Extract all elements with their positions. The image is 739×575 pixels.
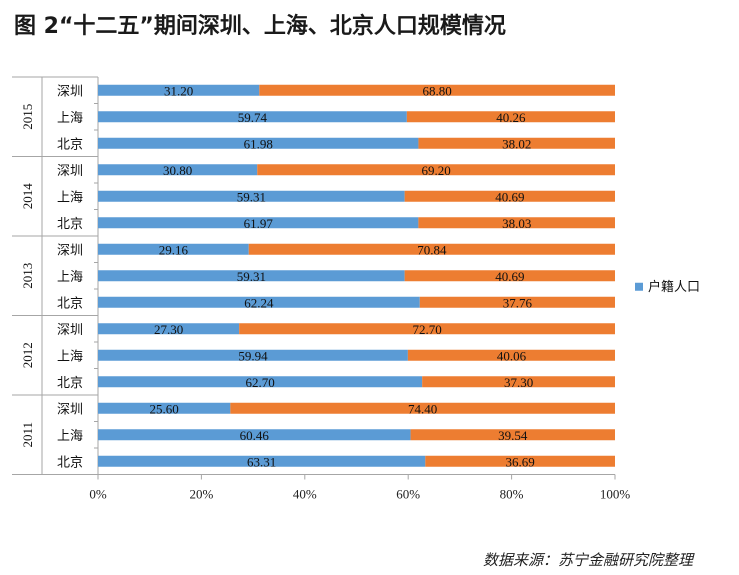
bar-non-registered [419, 296, 615, 308]
bar-registered [98, 270, 405, 282]
city-label: 上海 [57, 349, 83, 364]
city-label: 深圳 [57, 243, 83, 258]
data-label: 25.60 [150, 401, 179, 416]
data-label: 61.98 [244, 136, 273, 151]
bar-non-registered [230, 402, 616, 414]
data-label: 40.69 [495, 269, 524, 284]
bar-registered [98, 217, 419, 229]
data-label: 40.69 [495, 189, 524, 204]
data-label: 61.97 [244, 216, 274, 231]
year-label: 2013 [20, 263, 35, 289]
bar-registered [98, 84, 260, 96]
bar-registered [98, 323, 240, 335]
bar-registered [98, 455, 426, 467]
city-label: 北京 [57, 376, 83, 391]
data-label: 59.94 [238, 348, 268, 363]
city-label: 上海 [57, 270, 83, 285]
city-label: 深圳 [57, 164, 83, 179]
bar-non-registered [259, 84, 615, 96]
bar-registered [98, 349, 408, 361]
data-label: 39.54 [498, 428, 528, 443]
data-label: 62.24 [244, 295, 274, 310]
data-label: 31.20 [164, 83, 193, 98]
legend-label: 户籍人口 [648, 279, 700, 295]
bar-non-registered [410, 429, 615, 441]
year-label: 2015 [20, 104, 35, 130]
bar-non-registered [407, 349, 615, 361]
city-label: 上海 [57, 429, 83, 444]
data-label: 40.06 [497, 348, 527, 363]
data-label: 70.84 [417, 242, 447, 257]
bar-non-registered [257, 164, 615, 176]
city-label: 北京 [57, 137, 83, 152]
data-label: 40.26 [496, 110, 526, 125]
bar-non-registered [239, 323, 616, 335]
data-label: 60.46 [240, 428, 270, 443]
data-label: 62.70 [245, 375, 274, 390]
year-label: 2011 [20, 422, 35, 448]
data-label: 37.76 [503, 295, 533, 310]
bar-registered [98, 190, 405, 202]
bar-non-registered [425, 455, 615, 467]
x-tick-label: 60% [396, 487, 420, 502]
data-label: 72.70 [412, 322, 441, 337]
x-tick-label: 40% [293, 487, 317, 502]
data-label: 38.02 [502, 136, 531, 151]
data-label: 30.80 [163, 163, 192, 178]
x-tick-label: 80% [500, 487, 524, 502]
city-label: 深圳 [57, 402, 83, 417]
city-label: 上海 [57, 190, 83, 205]
bar-registered [98, 429, 411, 441]
city-label: 北京 [57, 217, 83, 232]
data-label: 69.20 [421, 163, 450, 178]
chart-title: 图 2“十二五”期间深圳、上海、北京人口规模情况 [14, 14, 506, 39]
bar-non-registered [404, 270, 615, 282]
city-label: 深圳 [57, 323, 83, 338]
bar-non-registered [406, 111, 615, 123]
source-note: 数据来源：苏宁金融研究院整理 [482, 551, 693, 569]
year-label: 2014 [20, 183, 35, 210]
bar-non-registered [404, 190, 615, 202]
data-label: 59.74 [238, 110, 268, 125]
bar-registered [98, 243, 249, 255]
bar-non-registered [418, 137, 615, 149]
bar-registered [98, 111, 407, 123]
data-label: 37.30 [504, 375, 533, 390]
bar-registered [98, 376, 423, 388]
bar-non-registered [248, 243, 615, 255]
city-label: 北京 [57, 455, 83, 470]
data-label: 29.16 [159, 242, 189, 257]
data-label: 59.31 [237, 269, 266, 284]
data-label: 63.31 [247, 454, 276, 469]
legend-swatch [635, 282, 643, 291]
bar-non-registered [418, 217, 615, 229]
data-label: 36.69 [506, 454, 535, 469]
x-tick-label: 20% [189, 487, 213, 502]
x-tick-label: 0% [89, 487, 107, 502]
bar-non-registered [422, 376, 615, 388]
bar-registered [98, 296, 420, 308]
city-label: 上海 [57, 111, 83, 126]
bar-registered [98, 402, 231, 414]
data-label: 38.03 [502, 216, 531, 231]
data-label: 74.40 [408, 401, 437, 416]
bar-registered [98, 164, 258, 176]
city-label: 深圳 [57, 84, 83, 99]
data-label: 68.80 [423, 83, 452, 98]
data-label: 59.31 [237, 189, 266, 204]
year-label: 2012 [20, 342, 35, 368]
x-tick-label: 100% [600, 487, 631, 502]
data-label: 27.30 [154, 322, 183, 337]
bar-registered [98, 137, 419, 149]
city-label: 北京 [57, 296, 83, 311]
